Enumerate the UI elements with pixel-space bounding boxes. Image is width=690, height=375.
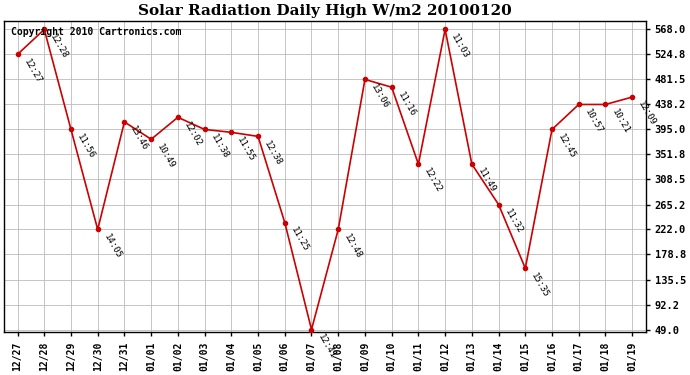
Text: 11:55: 11:55	[235, 135, 257, 163]
Text: 12:41: 12:41	[315, 332, 337, 360]
Text: 12:27: 12:27	[21, 57, 43, 85]
Text: 11:16: 11:16	[396, 90, 417, 118]
Text: 13:06: 13:06	[369, 82, 391, 110]
Text: 12:28: 12:28	[48, 32, 70, 60]
Text: Copyright 2010 Cartronics.com: Copyright 2010 Cartronics.com	[10, 27, 181, 37]
Text: 11:03: 11:03	[449, 32, 471, 60]
Text: 10:57: 10:57	[583, 107, 604, 135]
Text: 11:32: 11:32	[503, 207, 524, 235]
Text: 12:02: 12:02	[182, 120, 204, 148]
Text: 12:48: 12:48	[342, 232, 364, 260]
Text: 14:05: 14:05	[102, 232, 123, 260]
Text: 12:09: 12:09	[636, 100, 658, 128]
Text: 11:38: 11:38	[209, 132, 230, 160]
Text: 12:38: 12:38	[262, 139, 284, 167]
Text: 12:45: 12:45	[556, 132, 578, 160]
Text: 15:35: 15:35	[529, 271, 551, 299]
Text: 11:25: 11:25	[289, 225, 311, 253]
Text: 11:49: 11:49	[476, 167, 497, 195]
Title: Solar Radiation Daily High W/m2 20100120: Solar Radiation Daily High W/m2 20100120	[138, 4, 512, 18]
Text: 11:56: 11:56	[75, 132, 97, 160]
Text: 10:21: 10:21	[610, 107, 631, 135]
Text: 13:46: 13:46	[128, 125, 150, 153]
Text: 10:49: 10:49	[155, 142, 177, 170]
Text: 12:22: 12:22	[422, 167, 444, 195]
